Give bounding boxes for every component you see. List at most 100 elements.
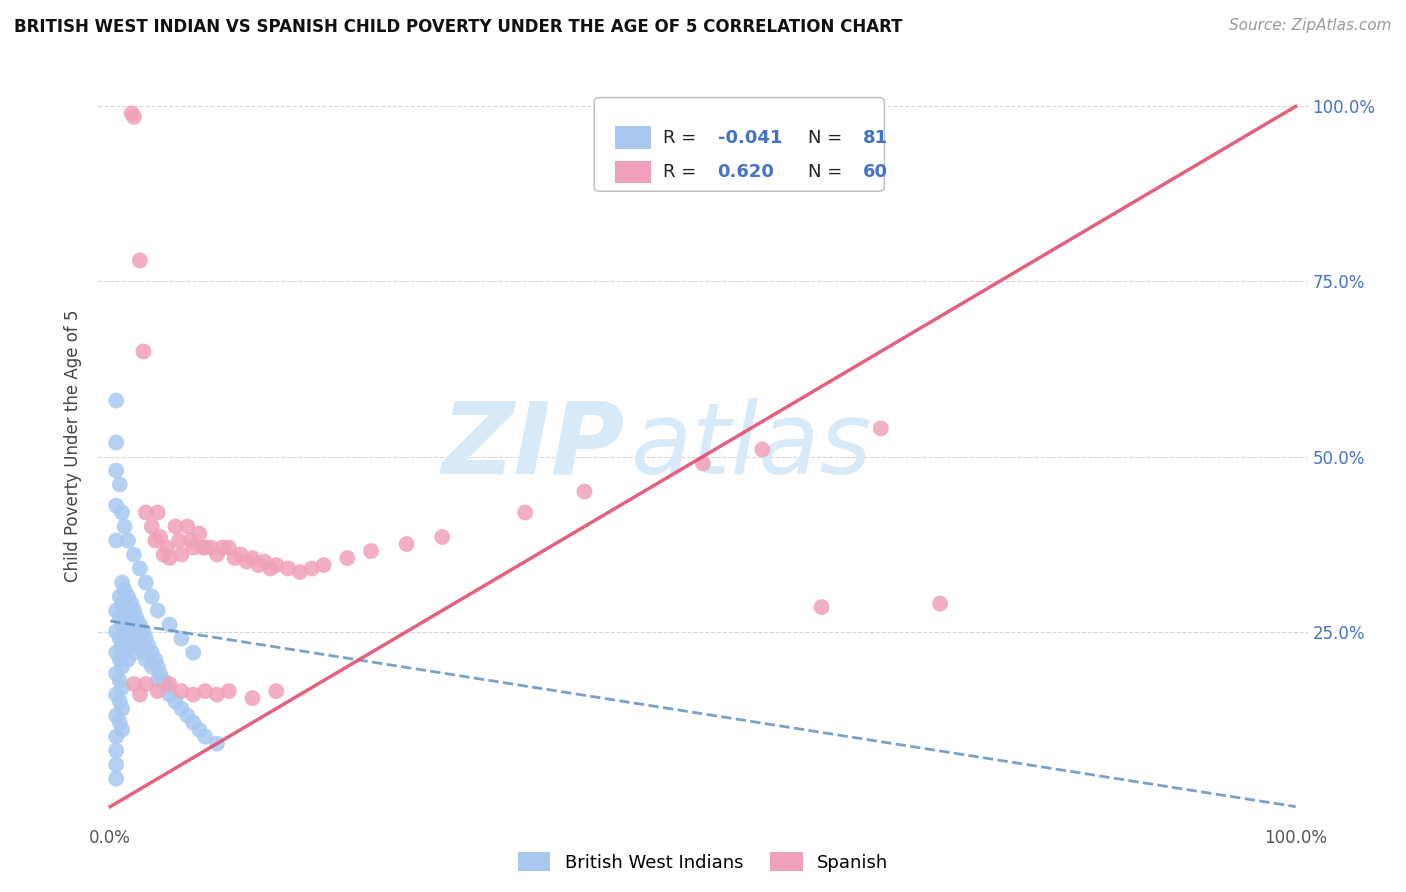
Point bbox=[129, 617, 152, 632]
Point bbox=[114, 603, 136, 617]
Text: atlas: atlas bbox=[630, 398, 872, 494]
Text: N =: N = bbox=[808, 128, 848, 146]
Point bbox=[159, 688, 181, 702]
Point bbox=[105, 666, 128, 681]
Point bbox=[395, 537, 418, 551]
Point bbox=[360, 544, 382, 558]
Point bbox=[135, 506, 157, 520]
Point bbox=[336, 551, 359, 566]
Point bbox=[751, 442, 773, 457]
Point bbox=[105, 393, 128, 408]
Point bbox=[170, 684, 193, 698]
Point bbox=[122, 548, 145, 562]
Text: BRITISH WEST INDIAN VS SPANISH CHILD POVERTY UNDER THE AGE OF 5 CORRELATION CHAR: BRITISH WEST INDIAN VS SPANISH CHILD POV… bbox=[14, 18, 903, 36]
Point bbox=[181, 646, 204, 660]
Point bbox=[229, 548, 252, 562]
Point bbox=[105, 646, 128, 660]
Point bbox=[143, 652, 166, 666]
Point bbox=[122, 624, 145, 639]
Point bbox=[146, 506, 169, 520]
Point bbox=[149, 530, 172, 544]
Point bbox=[132, 646, 155, 660]
Point bbox=[129, 253, 152, 268]
Point bbox=[176, 519, 198, 533]
Point bbox=[105, 603, 128, 617]
Point bbox=[194, 684, 217, 698]
Point bbox=[117, 632, 139, 646]
Point bbox=[135, 575, 157, 590]
Point bbox=[121, 639, 143, 653]
Point bbox=[105, 533, 128, 548]
Point bbox=[108, 590, 131, 604]
Point bbox=[136, 639, 159, 653]
Point bbox=[105, 743, 128, 757]
Point bbox=[122, 110, 145, 124]
Point bbox=[159, 617, 181, 632]
Point bbox=[105, 435, 128, 450]
Point bbox=[205, 548, 228, 562]
Point bbox=[111, 659, 134, 673]
Point bbox=[105, 499, 128, 513]
Point bbox=[235, 555, 257, 569]
Point bbox=[574, 484, 596, 499]
Point bbox=[108, 673, 131, 688]
Point bbox=[146, 603, 169, 617]
Point bbox=[111, 617, 134, 632]
Point bbox=[143, 533, 166, 548]
Point bbox=[108, 632, 131, 646]
Point bbox=[515, 506, 537, 520]
Point bbox=[218, 541, 240, 555]
FancyBboxPatch shape bbox=[595, 97, 884, 191]
Point bbox=[125, 610, 148, 624]
Text: N =: N = bbox=[808, 163, 848, 181]
Point bbox=[135, 677, 157, 691]
Point bbox=[105, 730, 128, 744]
Point bbox=[264, 558, 287, 572]
Point bbox=[111, 639, 134, 653]
Point bbox=[156, 541, 179, 555]
Point bbox=[264, 684, 287, 698]
Point bbox=[277, 561, 299, 575]
Point bbox=[181, 688, 204, 702]
Point bbox=[165, 519, 187, 533]
Point bbox=[111, 506, 134, 520]
Point bbox=[194, 541, 217, 555]
Text: Source: ZipAtlas.com: Source: ZipAtlas.com bbox=[1229, 18, 1392, 33]
Point bbox=[129, 688, 152, 702]
Point bbox=[141, 519, 163, 533]
Text: R =: R = bbox=[664, 128, 702, 146]
Text: 60: 60 bbox=[863, 163, 887, 181]
Point bbox=[141, 590, 163, 604]
Point bbox=[176, 708, 198, 723]
Point bbox=[111, 597, 134, 611]
Point bbox=[114, 519, 136, 533]
Point bbox=[152, 673, 174, 688]
Point bbox=[165, 695, 187, 709]
Point bbox=[121, 106, 143, 120]
Point bbox=[205, 688, 228, 702]
Point bbox=[117, 533, 139, 548]
Text: 81: 81 bbox=[863, 128, 887, 146]
Point bbox=[135, 652, 157, 666]
Point bbox=[111, 723, 134, 737]
Point bbox=[108, 477, 131, 491]
Point bbox=[105, 688, 128, 702]
Point bbox=[242, 551, 264, 566]
Point bbox=[129, 639, 152, 653]
Point bbox=[111, 575, 134, 590]
Point bbox=[170, 548, 193, 562]
Point bbox=[117, 652, 139, 666]
Point bbox=[141, 659, 163, 673]
Point bbox=[432, 530, 454, 544]
Point bbox=[122, 677, 145, 691]
Point bbox=[105, 757, 128, 772]
Legend: British West Indians, Spanish: British West Indians, Spanish bbox=[510, 846, 896, 879]
Point bbox=[105, 463, 128, 477]
Point bbox=[301, 561, 323, 575]
Point bbox=[247, 558, 270, 572]
Point bbox=[152, 548, 174, 562]
Point bbox=[159, 677, 181, 691]
Point bbox=[159, 551, 181, 566]
Point bbox=[191, 541, 214, 555]
Point bbox=[117, 590, 139, 604]
